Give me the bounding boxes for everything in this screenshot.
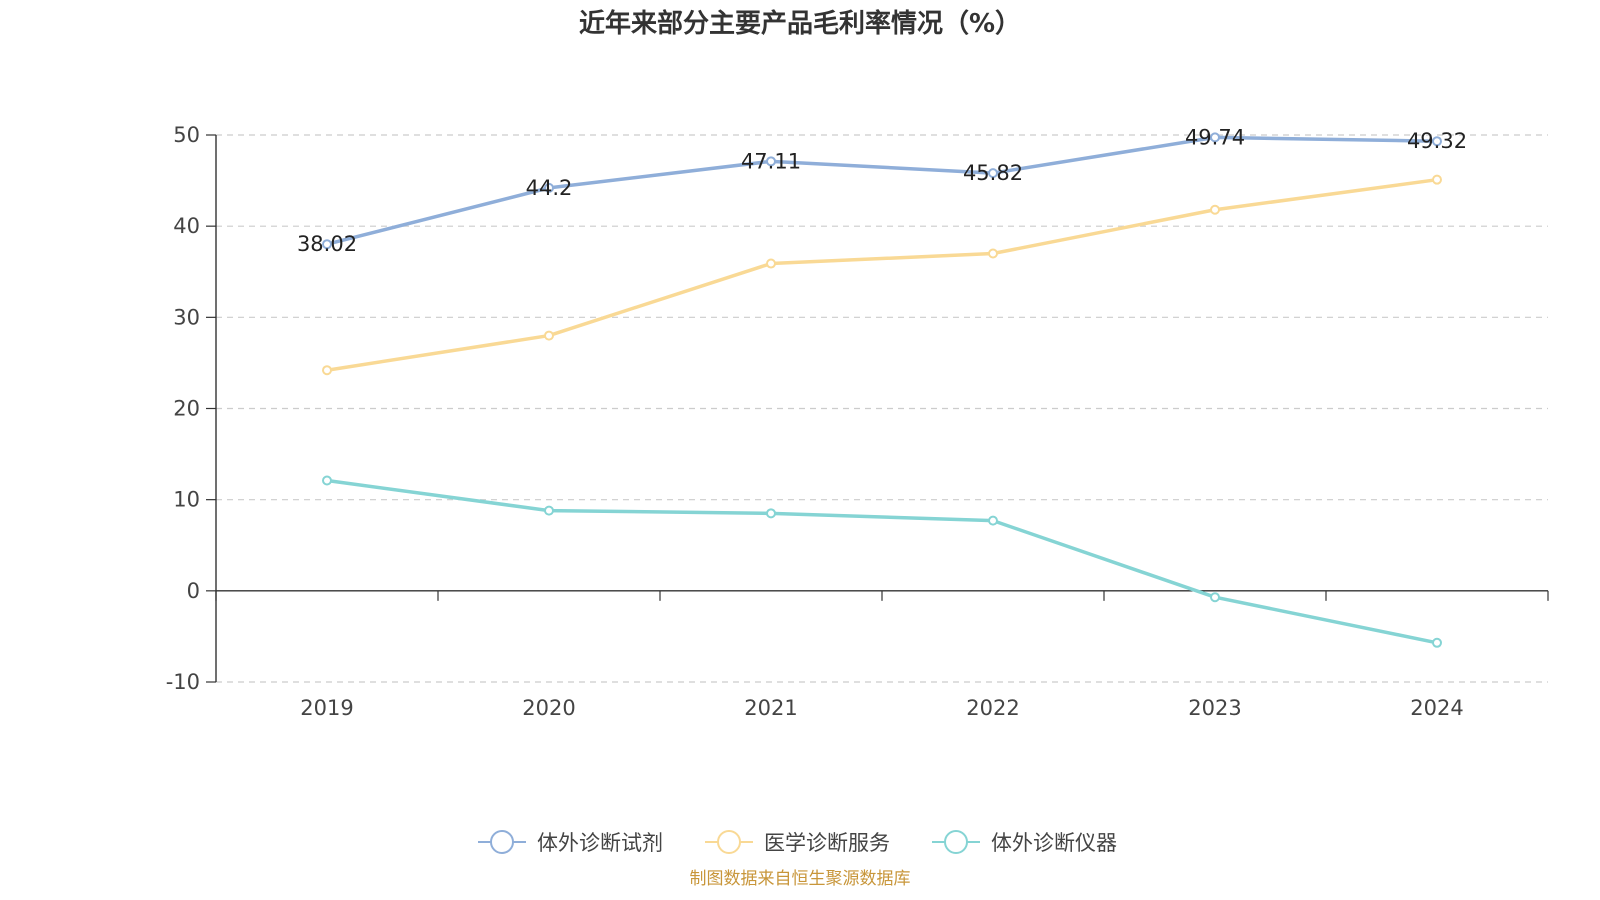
- data-point[interactable]: [988, 248, 998, 259]
- legend-item[interactable]: 医学诊断服务: [705, 830, 890, 855]
- source-note: 制图数据来自恒生聚源数据库: [690, 869, 911, 889]
- x-tick-label: 2024: [1410, 696, 1463, 720]
- series-lines: [322, 132, 1442, 648]
- x-tick-label: 2019: [300, 696, 353, 720]
- x-tick-label: 2023: [1188, 696, 1241, 720]
- series-line: [326, 135, 1438, 246]
- data-point[interactable]: [544, 505, 554, 516]
- data-point[interactable]: [988, 168, 998, 179]
- data-point[interactable]: [322, 475, 332, 486]
- y-tick-label: -10: [166, 670, 200, 694]
- data-point[interactable]: [1432, 637, 1442, 648]
- data-point[interactable]: [1210, 204, 1220, 215]
- grid-lines: [216, 134, 1548, 683]
- data-point[interactable]: [322, 239, 332, 250]
- data-label: 49.32: [1407, 129, 1467, 153]
- y-tick-label: 0: [187, 579, 200, 603]
- data-point[interactable]: [544, 330, 554, 341]
- legend-circle-icon: [944, 830, 968, 854]
- data-label: 49.74: [1185, 125, 1245, 149]
- x-tick-label: 2021: [744, 696, 797, 720]
- y-tick-label: 30: [173, 305, 200, 329]
- legend-label: 体外诊断仪器: [991, 831, 1117, 855]
- data-point[interactable]: [1432, 174, 1442, 185]
- legend[interactable]: 体外诊断试剂 医学诊断服务 体外诊断仪器: [478, 830, 1117, 855]
- data-point[interactable]: [1210, 592, 1220, 603]
- data-point[interactable]: [988, 515, 998, 526]
- legend-item[interactable]: 体外诊断仪器: [932, 830, 1117, 855]
- data-point[interactable]: [766, 156, 776, 167]
- data-point[interactable]: [1210, 132, 1220, 143]
- legend-item[interactable]: 体外诊断试剂: [478, 830, 663, 855]
- legend-label: 体外诊断试剂: [537, 831, 663, 855]
- y-tick-label: 50: [173, 123, 200, 147]
- data-label: 47.11: [741, 149, 801, 173]
- data-point[interactable]: [766, 258, 776, 269]
- y-tick-label: 20: [173, 397, 200, 421]
- data-label: 44.2: [526, 176, 573, 200]
- y-tick-label: 40: [173, 214, 200, 238]
- data-label: 38.02: [297, 232, 357, 256]
- legend-label: 医学诊断服务: [764, 831, 890, 855]
- data-point[interactable]: [322, 365, 332, 376]
- data-point[interactable]: [544, 182, 554, 193]
- x-tick-label: 2020: [522, 696, 575, 720]
- data-label: 45.82: [963, 161, 1023, 185]
- series-line: [326, 478, 1438, 645]
- data-point[interactable]: [1432, 136, 1442, 147]
- data-labels: 38.02 44.2 47.11 45.82 49.74 49.32: [297, 125, 1467, 256]
- chart-title: 近年来部分主要产品毛利率情况（%）: [579, 8, 1021, 39]
- legend-circle-icon: [717, 830, 741, 854]
- series-line: [326, 177, 1438, 372]
- x-tick-label: 2022: [966, 696, 1019, 720]
- y-tick-label: 10: [173, 488, 200, 512]
- axes: 50 40 30 20 10 0 -10 2019 2020 2021 2022 2023 2024: [166, 123, 1549, 720]
- legend-circle-icon: [490, 830, 514, 854]
- data-point[interactable]: [766, 508, 776, 519]
